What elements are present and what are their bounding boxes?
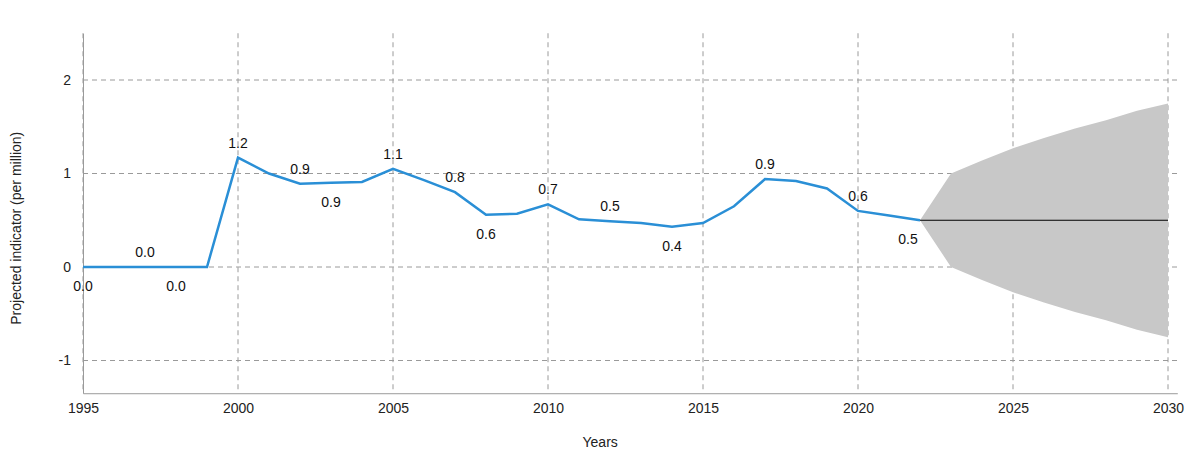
chart: 1995 2000 2005 2010 2015 2020 2025 2030 -1 0 1 2 0.0…	[0, 0, 1196, 466]
data-label: 0.6	[476, 226, 496, 242]
x-tick-label: 2010	[533, 400, 564, 416]
y-tick: 2	[63, 72, 83, 88]
data-label: 0.5	[898, 231, 918, 247]
data-label: 1.1	[383, 146, 403, 162]
x-tick: 2020	[843, 393, 874, 416]
historical-line	[83, 158, 920, 267]
y-tick-label: 1	[63, 165, 71, 181]
x-tick: 2030	[1153, 393, 1184, 416]
data-label: 0.0	[166, 278, 186, 294]
y-tick-label: 2	[63, 72, 71, 88]
data-label: 0.8	[445, 169, 465, 185]
projection-line	[920, 220, 1168, 221]
data-label: 0.5	[600, 198, 620, 214]
data-label: 0.9	[290, 161, 310, 177]
x-tick-label: 2030	[1153, 400, 1184, 416]
y-grid-line	[83, 80, 1177, 81]
x-tick: 2005	[378, 393, 409, 416]
forecast-band	[920, 103, 1168, 337]
x-tick: 1995	[68, 393, 99, 416]
x-tick: 2015	[688, 393, 719, 416]
data-label: 0.6	[848, 188, 868, 204]
x-grid-line	[858, 33, 859, 393]
x-grid-line	[83, 33, 84, 393]
x-tick-label: 2020	[843, 400, 874, 416]
data-label: 1.2	[228, 135, 248, 151]
x-axis: 1995 2000 2005 2010 2015 2020 2025 2030	[68, 393, 1184, 416]
x-axis-title: Years	[583, 434, 618, 450]
x-axis-line	[84, 393, 1178, 394]
data-label: 0.9	[321, 194, 341, 210]
y-tick: 0	[63, 259, 83, 275]
x-tick: 2010	[533, 393, 564, 416]
x-grid-line	[703, 33, 704, 393]
y-axis-title: Projected indicator (per million)	[8, 132, 24, 325]
data-labels: 0.0 0.0 0.0 1.2 0.9 0.9 1.1 0.8 0.6 0.7 0.5 0.4 0.9 0…	[73, 135, 918, 294]
x-grid-line	[393, 33, 394, 393]
data-label: 0.7	[538, 181, 558, 197]
x-tick-label: 2000	[223, 400, 254, 416]
data-label: 0.4	[662, 238, 682, 254]
plot-area	[83, 103, 1168, 337]
y-tick: 1	[63, 165, 83, 181]
data-label: 0.9	[755, 156, 775, 172]
x-grid-line	[238, 33, 239, 393]
x-grid-line	[548, 33, 549, 393]
x-tick: 2000	[223, 393, 254, 416]
x-tick-label: 2025	[998, 400, 1029, 416]
y-tick: -1	[59, 352, 83, 368]
y-axis: -1 0 1 2	[59, 34, 84, 394]
data-label: 0.0	[73, 278, 93, 294]
y-axis-line	[83, 34, 84, 394]
x-tick-label: 2005	[378, 400, 409, 416]
y-tick-label: 0	[63, 259, 71, 275]
data-label: 0.0	[135, 244, 155, 260]
grid	[83, 33, 1177, 393]
x-tick: 2025	[998, 393, 1029, 416]
x-tick-label: 2015	[688, 400, 719, 416]
y-grid-line	[83, 360, 1177, 361]
x-tick-label: 1995	[68, 400, 99, 416]
y-tick-label: -1	[59, 352, 72, 368]
